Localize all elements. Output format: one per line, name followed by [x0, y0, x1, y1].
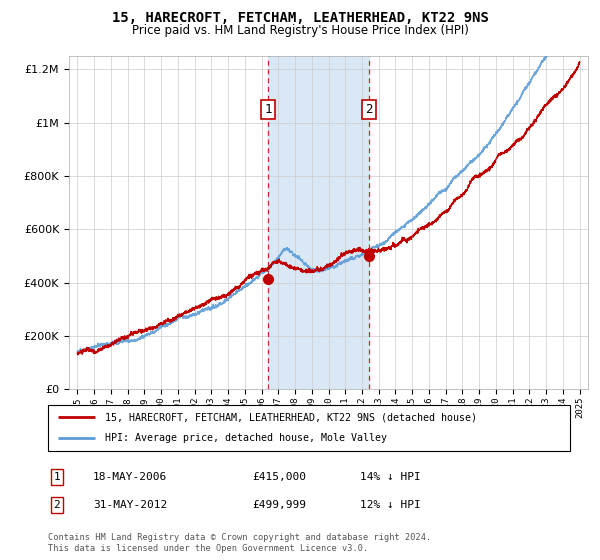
- Text: 31-MAY-2012: 31-MAY-2012: [93, 500, 167, 510]
- Text: 12% ↓ HPI: 12% ↓ HPI: [360, 500, 421, 510]
- Text: £415,000: £415,000: [252, 472, 306, 482]
- Text: 1: 1: [264, 103, 272, 116]
- Text: £499,999: £499,999: [252, 500, 306, 510]
- Text: 2: 2: [53, 500, 61, 510]
- Text: 18-MAY-2006: 18-MAY-2006: [93, 472, 167, 482]
- Text: 2: 2: [365, 103, 373, 116]
- Text: Price paid vs. HM Land Registry's House Price Index (HPI): Price paid vs. HM Land Registry's House …: [131, 24, 469, 38]
- Text: 14% ↓ HPI: 14% ↓ HPI: [360, 472, 421, 482]
- FancyBboxPatch shape: [48, 405, 570, 451]
- Text: 1: 1: [53, 472, 61, 482]
- Text: HPI: Average price, detached house, Mole Valley: HPI: Average price, detached house, Mole…: [106, 433, 388, 444]
- Text: 15, HARECROFT, FETCHAM, LEATHERHEAD, KT22 9NS (detached house): 15, HARECROFT, FETCHAM, LEATHERHEAD, KT2…: [106, 412, 478, 422]
- Text: Contains HM Land Registry data © Crown copyright and database right 2024.
This d: Contains HM Land Registry data © Crown c…: [48, 533, 431, 553]
- Text: 15, HARECROFT, FETCHAM, LEATHERHEAD, KT22 9NS: 15, HARECROFT, FETCHAM, LEATHERHEAD, KT2…: [112, 11, 488, 25]
- Bar: [268, 56, 369, 389]
